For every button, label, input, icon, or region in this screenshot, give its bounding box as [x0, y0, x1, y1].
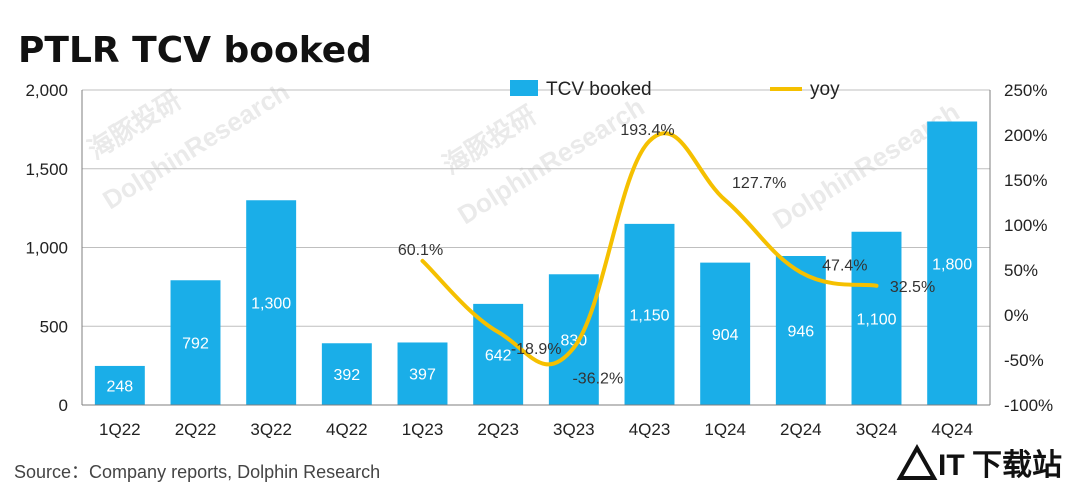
right-tick-label: -100%: [1004, 396, 1053, 415]
left-axis: 0 500 1,000 1,500 2,000: [25, 81, 83, 415]
right-tick-label: 150%: [1004, 171, 1047, 190]
category-label: 3Q23: [553, 420, 595, 439]
yoy-labels: 60.1% -18.9% -36.2% 193.4% 127.7% 47.4% 32.5%: [398, 122, 935, 388]
right-tick-label: -50%: [1004, 351, 1044, 370]
bar: [94, 365, 145, 405]
bar-value-label: 1,300: [251, 296, 291, 313]
yoy-value-label: 32.5%: [890, 279, 935, 296]
bar-value-label: 397: [409, 367, 436, 384]
yoy-value-label: 47.4%: [822, 257, 867, 274]
bar-value-label: 904: [712, 327, 739, 344]
yoy-value-label: 193.4%: [620, 122, 674, 139]
left-tick-label: 0: [59, 396, 68, 415]
right-axis: -100% -50% 0% 50% 100% 150% 200% 250%: [989, 81, 1053, 415]
legend-line-label: yoy: [810, 79, 840, 100]
x-axis: 1Q22 2Q22 3Q22 4Q22 1Q23 2Q23 3Q23 4Q23 1Q24 2Q24…: [82, 404, 990, 439]
right-tick-label: 50%: [1004, 261, 1038, 280]
right-tick-label: 100%: [1004, 216, 1047, 235]
bar-series: [94, 121, 978, 405]
category-label: 4Q23: [629, 420, 671, 439]
left-tick-label: 1,000: [25, 239, 68, 258]
bar: [170, 280, 221, 405]
bar: [700, 262, 751, 405]
legend: TCV booked yoy: [510, 79, 840, 100]
right-tick-label: 0%: [1004, 306, 1029, 325]
category-label: 3Q22: [250, 420, 292, 439]
category-label: 1Q23: [402, 420, 444, 439]
category-label: 2Q22: [175, 420, 217, 439]
logo-triangle-icon: [896, 443, 938, 480]
category-label: 1Q24: [704, 420, 746, 439]
bar: [548, 274, 599, 405]
category-label: 4Q22: [326, 420, 368, 439]
legend-bar-swatch: [510, 80, 538, 96]
bar: [851, 231, 902, 405]
right-tick-label: 250%: [1004, 81, 1047, 100]
right-tick-label: 200%: [1004, 126, 1047, 145]
logo-mark: IT: [938, 449, 965, 482]
bar-value-label: 642: [485, 347, 512, 364]
bar: [246, 200, 297, 405]
category-label: 4Q24: [931, 420, 973, 439]
source-note: Source：Company reports, Dolphin Research: [14, 462, 380, 482]
bar: [624, 223, 675, 405]
chart-title: PTLR TCV booked: [18, 30, 372, 71]
bar: [927, 121, 978, 405]
bar-value-label: 946: [787, 324, 814, 341]
left-tick-label: 2,000: [25, 81, 68, 100]
bar: [321, 343, 372, 405]
site-logo: IT 下载站: [896, 443, 1062, 482]
yoy-value-label: 60.1%: [398, 242, 443, 259]
left-tick-label: 500: [40, 317, 68, 336]
bar-value-label: 1,150: [629, 307, 669, 324]
category-label: 2Q24: [780, 420, 822, 439]
legend-bar-label: TCV booked: [546, 79, 652, 100]
bar-value-label: 1,800: [932, 256, 972, 273]
bar-value-label: 248: [106, 378, 133, 395]
yoy-value-label: 127.7%: [732, 175, 786, 192]
yoy-line: [420, 131, 879, 367]
bar-value-label: 392: [333, 367, 360, 384]
bar: [397, 342, 448, 405]
yoy-value-label: -36.2%: [572, 371, 623, 388]
category-label: 1Q22: [99, 420, 141, 439]
logo-text: 下载站: [972, 449, 1062, 482]
watermark-group: DolphinResearch DolphinResearch DolphinR…: [82, 76, 964, 235]
category-label: 3Q24: [856, 420, 898, 439]
bar-value-label: 792: [182, 336, 209, 353]
bar-value-label: 1,100: [856, 311, 896, 328]
left-tick-label: 1,500: [25, 160, 68, 179]
yoy-value-label: -18.9%: [511, 341, 562, 358]
category-label: 2Q23: [477, 420, 519, 439]
